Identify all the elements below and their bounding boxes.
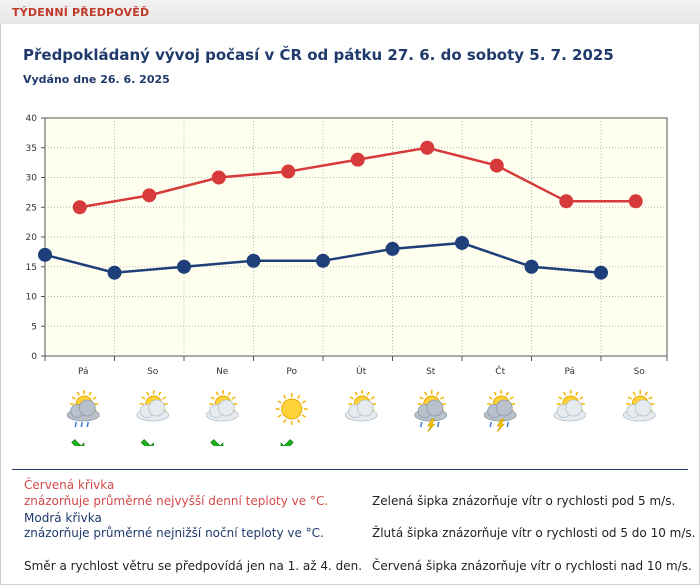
legend-blue-title: Modrá křivka <box>24 511 102 525</box>
wind-arrow-icon <box>210 439 224 446</box>
x-tick-label: So <box>634 367 646 377</box>
legend-red-arrow: Červená šipka znázorňuje vítr o rychlost… <box>372 559 692 573</box>
x-tick-label: Út <box>356 365 367 377</box>
data-point-min <box>177 259 191 274</box>
y-tick-label: 30 <box>26 174 38 184</box>
x-tick-label: Čt <box>495 365 505 377</box>
x-tick-label: Po <box>286 367 297 377</box>
sun-cloud-icon <box>205 390 239 422</box>
x-tick-label: Ne <box>216 367 229 377</box>
y-tick-label: 15 <box>26 263 37 273</box>
legend-wind-note: Směr a rychlost větru se předpovídá jen … <box>24 559 363 573</box>
y-tick-label: 35 <box>26 144 37 154</box>
data-point-max <box>142 188 157 203</box>
data-point-max <box>72 200 87 215</box>
x-tick-label: So <box>147 367 159 377</box>
legend-red-desc: znázorňuje průměrné nejvyšší denní teplo… <box>24 494 329 508</box>
data-point-max <box>420 140 435 155</box>
sun-cloud-icon <box>553 390 587 422</box>
x-tick-label: Pá <box>564 367 575 377</box>
data-point-max <box>211 170 226 185</box>
tab-bar: TÝDENNÍ PŘEDPOVĚĎ <box>0 0 700 25</box>
legend-blue-desc: znázorňuje průměrné nejnižší noční teplo… <box>24 526 324 540</box>
data-point-min <box>524 259 539 274</box>
page-title: Předpokládaný vývoj počasí v ČR od pátku… <box>23 46 614 64</box>
data-point-min <box>246 253 261 268</box>
legend-green-arrow: Zelená šipka znázorňuje vítr o rychlosti… <box>372 494 676 508</box>
issued-date: Vydáno dne 26. 6. 2025 <box>23 73 170 86</box>
data-point-max <box>350 152 365 167</box>
sun-cloud-storm-icon <box>414 390 448 433</box>
data-point-max <box>559 194 574 209</box>
data-point-min <box>455 235 469 250</box>
x-tick-label: Pá <box>78 367 89 377</box>
data-point-min <box>385 241 400 256</box>
legend-red-title: Červená křivka <box>24 478 115 492</box>
y-tick-label: 10 <box>26 293 38 303</box>
data-point-min <box>316 253 330 268</box>
data-point-max <box>489 158 504 173</box>
legend-yellow-arrow: Žlutá šipka znázorňuje vítr o rychlosti … <box>372 526 696 540</box>
data-point-min <box>38 247 52 262</box>
wind-arrow-icon <box>280 439 294 446</box>
sun-cloud-icon <box>136 390 170 422</box>
y-tick-label: 25 <box>26 203 37 213</box>
y-tick-label: 40 <box>26 114 38 124</box>
sun-cloud-icon <box>344 390 378 422</box>
y-tick-label: 5 <box>31 322 37 332</box>
y-tick-label: 0 <box>31 352 37 362</box>
data-point-max <box>628 194 643 209</box>
data-point-min <box>107 265 122 280</box>
wind-arrow-icon <box>71 439 85 446</box>
tab-title: TÝDENNÍ PŘEDPOVĚĎ <box>12 6 150 19</box>
x-tick-label: St <box>426 367 436 377</box>
divider <box>12 469 688 470</box>
data-point-max <box>281 164 296 179</box>
temperature-chart: 0 5 10 15 20 25 30 35 40 Pá So Ne Po Út St Čt Pá So <box>26 114 668 446</box>
sun-cloud-icon <box>622 390 656 422</box>
wind-arrow-icon <box>140 439 154 446</box>
sun-cloud-storm-icon <box>483 390 517 433</box>
y-tick-label: 20 <box>26 233 38 243</box>
cloud-sun-rain-icon <box>66 390 100 428</box>
data-point-min <box>594 265 608 280</box>
sun-icon <box>275 393 308 425</box>
